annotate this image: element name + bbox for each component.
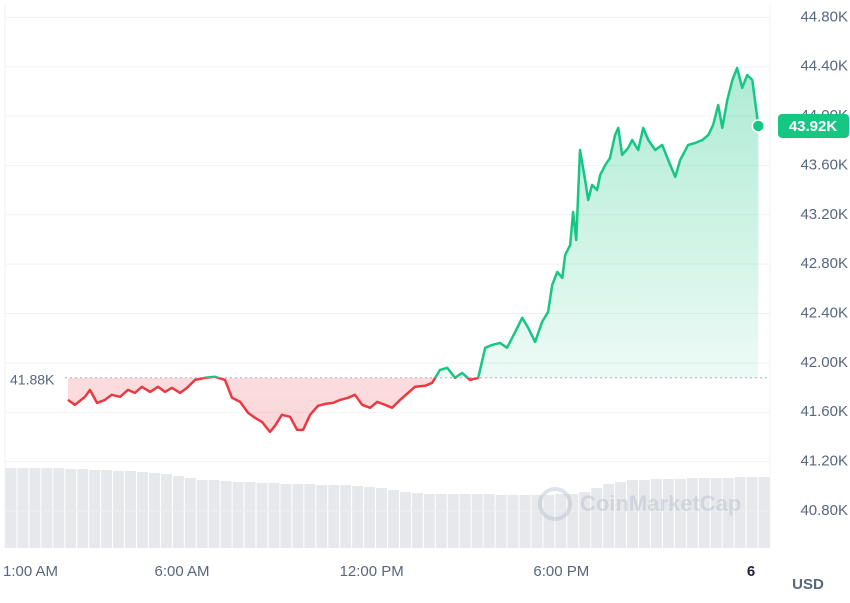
volume-bar xyxy=(65,469,77,548)
y-tick-label: 42.40K xyxy=(800,304,848,321)
price-line-down xyxy=(67,377,480,434)
volume-bar xyxy=(674,479,686,548)
volume-bar xyxy=(483,494,495,548)
volume-bar xyxy=(220,481,232,548)
x-tick-label: 12:00 PM xyxy=(340,563,404,580)
last-point xyxy=(751,119,766,133)
plot-layer: 41.88K 43.92K xyxy=(10,66,849,434)
volume-bar xyxy=(471,494,483,548)
volume-bar xyxy=(435,494,447,548)
volume-bar xyxy=(603,484,615,548)
volume-bar xyxy=(495,495,507,548)
volume-bar xyxy=(304,484,316,548)
x-tick-label: 1:00 AM xyxy=(3,563,58,580)
volume-bar xyxy=(53,468,65,548)
price-badge-label: 43.92K xyxy=(789,118,838,135)
volume-bar xyxy=(208,480,220,548)
volume-bar xyxy=(125,471,136,548)
volume-bar xyxy=(639,480,650,548)
volume-bar xyxy=(364,487,376,548)
volume-bar xyxy=(531,495,543,548)
volume-bar xyxy=(567,494,579,548)
volume-bar xyxy=(77,469,89,548)
volume-bar xyxy=(591,488,603,548)
volume-bar xyxy=(543,495,555,548)
volume-bar xyxy=(507,495,519,548)
y-tick-label: 41.20K xyxy=(800,453,848,470)
volume-bar xyxy=(101,470,113,548)
y-tick-label: 44.40K xyxy=(800,58,848,75)
volume-bar xyxy=(698,478,710,548)
volume-bar xyxy=(292,484,304,548)
volume-bar xyxy=(196,480,208,548)
volume-bar xyxy=(172,476,184,548)
volume-bar xyxy=(447,494,459,548)
x-tick-label: 6 xyxy=(747,563,755,580)
volume-bar xyxy=(722,478,734,548)
y-tick-label: 44.80K xyxy=(800,8,848,25)
x-tick-label: 6:00 PM xyxy=(533,563,589,580)
volume-bar xyxy=(459,494,471,548)
volume-bar xyxy=(555,494,567,548)
volume-bar xyxy=(328,485,340,548)
volume-bar xyxy=(136,472,148,548)
volume-bar xyxy=(650,479,662,548)
volume-layer xyxy=(5,468,770,548)
volume-bar xyxy=(17,468,29,548)
volume-bar xyxy=(746,477,758,548)
baseline-label: 41.88K xyxy=(10,371,55,387)
volume-bar xyxy=(519,495,531,548)
volume-bar xyxy=(734,477,746,548)
volume-bar xyxy=(423,494,435,548)
volume-bar xyxy=(5,468,17,548)
volume-bar xyxy=(376,488,387,548)
volume-bar xyxy=(399,492,411,548)
volume-bar xyxy=(388,490,399,548)
volume-bar xyxy=(113,471,125,548)
watermark-text: CoinMarketCap xyxy=(580,491,741,516)
volume-bar xyxy=(411,493,423,548)
x-tick-label: 6:00 AM xyxy=(155,563,210,580)
volume-bar xyxy=(686,478,698,548)
volume-bar xyxy=(184,478,196,548)
watermark: CoinMarketCap xyxy=(538,487,741,521)
y-tick-label: 42.00K xyxy=(800,354,848,371)
volume-bar xyxy=(316,485,328,548)
volume-bar xyxy=(256,483,268,548)
volume-bar xyxy=(579,492,591,548)
volume-bar xyxy=(280,484,292,548)
currency-label: USD xyxy=(792,576,824,593)
volume-bar xyxy=(758,477,770,548)
volume-bar xyxy=(627,480,639,548)
price-line-up xyxy=(199,66,760,378)
volume-bar xyxy=(41,468,53,548)
volume-bar xyxy=(244,482,256,548)
volume-bar xyxy=(352,486,364,548)
volume-bar xyxy=(29,468,41,548)
volume-bar xyxy=(615,482,627,548)
watermark-logo xyxy=(538,487,572,521)
volume-bar xyxy=(340,485,352,548)
y-tick-label: 41.60K xyxy=(800,403,848,420)
area-down xyxy=(67,377,479,432)
volume-bar xyxy=(710,478,722,548)
y-tick-label: 43.60K xyxy=(800,156,848,173)
y-tick-label: 43.20K xyxy=(800,206,848,223)
y-tick-label: 40.80K xyxy=(800,502,848,519)
y-tick-label: 42.80K xyxy=(800,255,848,272)
volume-bar xyxy=(89,470,101,548)
volume-bar xyxy=(268,483,280,548)
volume-bar xyxy=(662,479,674,548)
volume-bar xyxy=(232,482,244,548)
area-up xyxy=(67,67,759,378)
price-badge xyxy=(778,113,849,138)
